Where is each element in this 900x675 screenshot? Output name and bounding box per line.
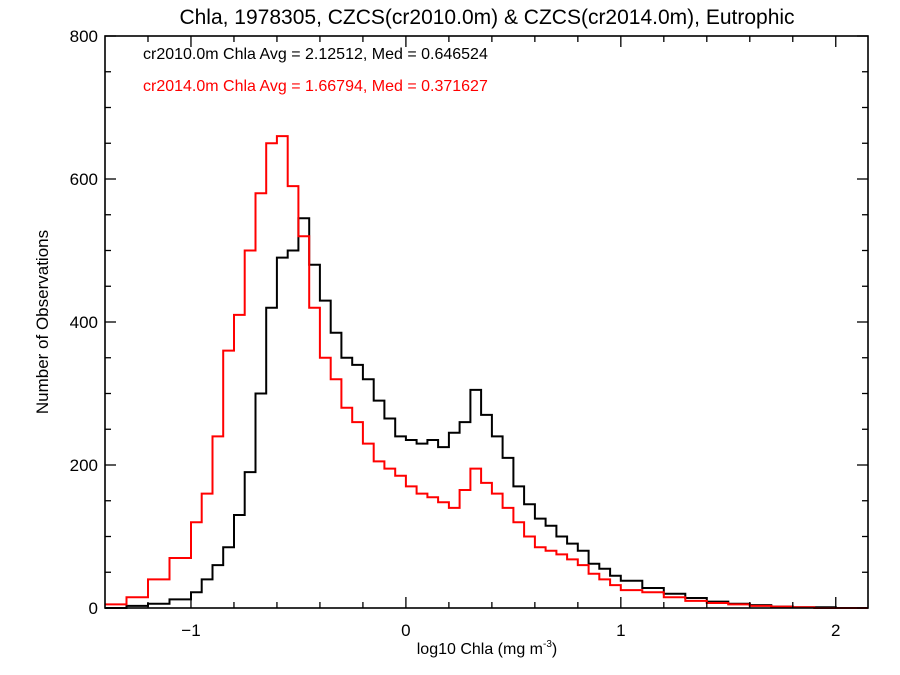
x-tick-label: 2 <box>831 621 840 640</box>
annotation-cr2010: cr2010.0m Chla Avg = 2.12512, Med = 0.64… <box>143 46 488 63</box>
series-line-cr2010.0m <box>105 217 868 609</box>
x-tick-label: 1 <box>616 621 625 640</box>
axis-ticks: −1 0 1 2 0 200 400 600 800 <box>70 27 868 640</box>
y-axis-label: Number of Observations <box>33 230 52 414</box>
x-axis-label: log10 Chla (mg m-3) <box>417 639 558 658</box>
annotation-cr2014: cr2014.0m Chla Avg = 1.66794, Med = 0.37… <box>143 78 488 95</box>
x-axis-label-superscript: -3 <box>543 639 552 650</box>
chart-title: Chla, 1978305, CZCS(cr2010.0m) & CZCS(cr… <box>179 6 794 29</box>
x-tick-label: 0 <box>401 621 410 640</box>
series-line-cr2014.0m <box>105 135 868 609</box>
y-tick-label: 200 <box>70 456 98 475</box>
x-axis-label-main: log10 Chla (mg m <box>417 641 543 658</box>
y-tick-label: 800 <box>70 27 98 46</box>
plot-frame <box>104 35 869 609</box>
y-tick-label: 0 <box>89 599 98 618</box>
plot-area <box>105 135 868 609</box>
x-tick-label: −1 <box>181 621 200 640</box>
y-tick-label: 600 <box>70 170 98 189</box>
y-tick-label: 400 <box>70 313 98 332</box>
x-axis-label-end: ) <box>552 641 557 658</box>
